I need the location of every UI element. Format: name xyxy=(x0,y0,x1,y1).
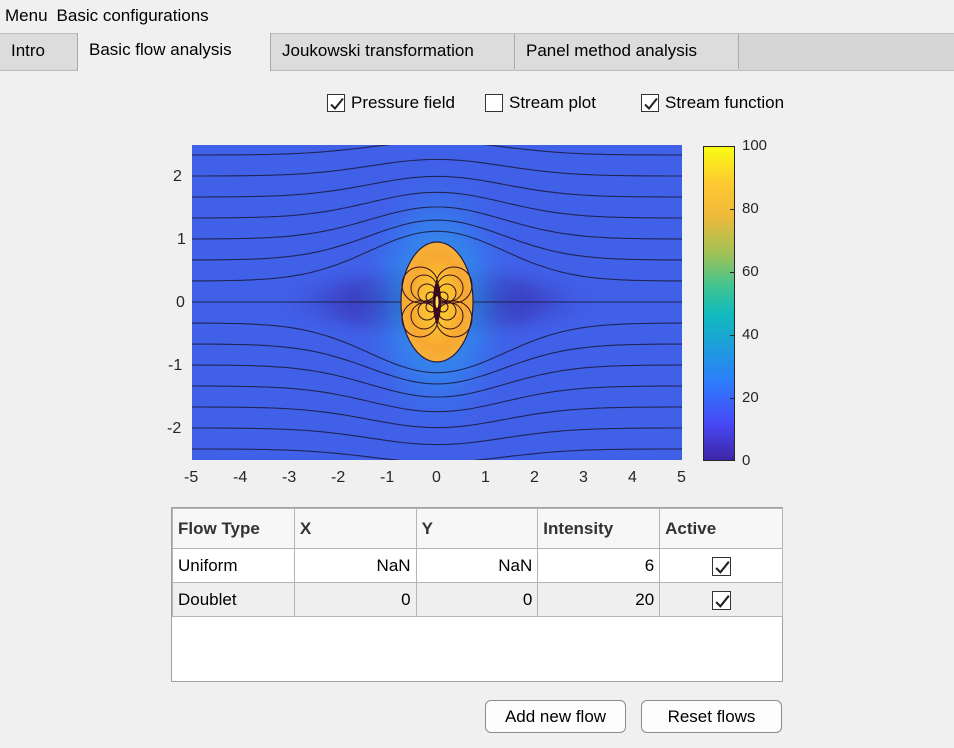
stream-line xyxy=(192,219,682,261)
intensity-cell[interactable]: 20 xyxy=(537,582,661,617)
colorbar-label: 40 xyxy=(742,326,759,343)
y-tick-label: -2 xyxy=(167,420,182,437)
y-tick-label: -1 xyxy=(168,357,183,374)
column-header-active[interactable]: Active xyxy=(659,508,783,549)
stream-line xyxy=(192,427,682,446)
stream-plot-label: Stream plot xyxy=(509,93,596,112)
stream-line xyxy=(192,191,682,219)
y-tick-label: 1 xyxy=(177,231,186,248)
x-cell[interactable]: 0 xyxy=(293,582,417,617)
colorbar-label: 100 xyxy=(742,137,768,154)
pressure-field-checkbox[interactable] xyxy=(327,94,345,112)
y-cell[interactable]: NaN xyxy=(415,548,539,583)
flow-type-cell[interactable]: Doublet xyxy=(172,582,295,617)
stream-function-label: Stream function xyxy=(665,93,785,112)
x-tick-label: -5 xyxy=(184,469,199,486)
tab-intro[interactable]: Intro xyxy=(0,34,78,69)
tab-bar: Intro Basic flow analysis Joukowski tran… xyxy=(0,33,954,71)
colorbar-tick xyxy=(730,209,735,210)
active-cell xyxy=(659,582,783,617)
tab-joukowski-transformation[interactable]: Joukowski transformation xyxy=(271,34,515,69)
menu-bar: Menu Basic configurations xyxy=(0,0,954,32)
x-tick-label: -4 xyxy=(233,469,248,486)
checkmark-icon xyxy=(330,97,344,110)
y-tick-label: 2 xyxy=(173,168,182,185)
colorbar-tick xyxy=(730,398,735,399)
flow-field-plot[interactable] xyxy=(192,145,682,460)
colorbar-label: 20 xyxy=(742,389,759,406)
stream-line xyxy=(192,175,682,198)
stream-line xyxy=(192,145,682,156)
flows-table[interactable]: Flow Type X Y Intensity Active Uniform N… xyxy=(171,507,783,682)
active-cell xyxy=(659,548,783,583)
colorbar-label: 0 xyxy=(742,452,751,469)
x-tick-label: 0 xyxy=(432,469,441,486)
stream-function-checkbox[interactable] xyxy=(641,94,659,112)
flow-type-cell[interactable]: Uniform xyxy=(172,548,295,583)
stream-line xyxy=(192,364,682,398)
add-new-flow-button[interactable]: Add new flow xyxy=(485,700,626,733)
stream-plot-checkbox[interactable] xyxy=(485,94,503,112)
stream-line xyxy=(192,385,682,413)
column-header-flow-type[interactable]: Flow Type xyxy=(172,508,295,549)
menu-item-basic-configurations[interactable]: Basic configurations xyxy=(56,6,209,25)
x-cell[interactable]: NaN xyxy=(293,548,417,583)
reset-flows-button[interactable]: Reset flows xyxy=(641,700,782,733)
x-tick-label: -2 xyxy=(331,469,346,486)
x-tick-label: -3 xyxy=(282,469,297,486)
stream-line xyxy=(192,158,682,177)
stream-line xyxy=(192,343,682,385)
colorbar-label: 80 xyxy=(742,200,759,217)
x-tick-label: -1 xyxy=(380,469,395,486)
x-tick-label: 2 xyxy=(530,469,539,486)
colorbar-tick xyxy=(730,272,735,273)
stream-line xyxy=(192,448,682,460)
menu-item-menu[interactable]: Menu xyxy=(5,6,48,25)
stream-line xyxy=(192,406,682,429)
table-row[interactable]: Uniform NaN NaN 6 xyxy=(172,548,783,583)
x-tick-label: 3 xyxy=(579,469,588,486)
colorbar xyxy=(703,146,735,461)
table-header-row: Flow Type X Y Intensity Active xyxy=(172,508,783,549)
tab-panel-method-analysis[interactable]: Panel method analysis xyxy=(515,34,739,69)
tab-basic-flow-analysis[interactable]: Basic flow analysis xyxy=(77,33,271,71)
active-checkbox[interactable] xyxy=(711,590,731,610)
x-tick-label: 4 xyxy=(628,469,637,486)
stream-line xyxy=(192,206,682,240)
y-cell[interactable]: 0 xyxy=(415,582,539,617)
colorbar-tick xyxy=(730,335,735,336)
stream-line xyxy=(192,322,682,374)
column-header-intensity[interactable]: Intensity xyxy=(537,508,661,549)
stream-line xyxy=(192,230,682,282)
y-tick-label: 0 xyxy=(176,294,185,311)
colorbar-label: 60 xyxy=(742,263,759,280)
pressure-field-heatmap xyxy=(192,145,682,460)
checkmark-icon xyxy=(644,97,658,110)
active-checkbox[interactable] xyxy=(711,556,731,576)
stream-function-option[interactable]: Stream function xyxy=(641,92,784,114)
table-row[interactable]: Doublet 0 0 20 xyxy=(172,582,783,617)
stream-plot-option[interactable]: Stream plot xyxy=(485,92,596,114)
checkmark-icon xyxy=(714,594,730,608)
column-header-x[interactable]: X xyxy=(293,508,417,549)
column-header-y[interactable]: Y xyxy=(415,508,539,549)
pressure-field-option[interactable]: Pressure field xyxy=(327,92,455,114)
checkmark-icon xyxy=(714,560,730,574)
intensity-cell[interactable]: 6 xyxy=(537,548,661,583)
pressure-field-label: Pressure field xyxy=(351,93,455,112)
x-tick-label: 5 xyxy=(677,469,686,486)
x-tick-label: 1 xyxy=(481,469,490,486)
